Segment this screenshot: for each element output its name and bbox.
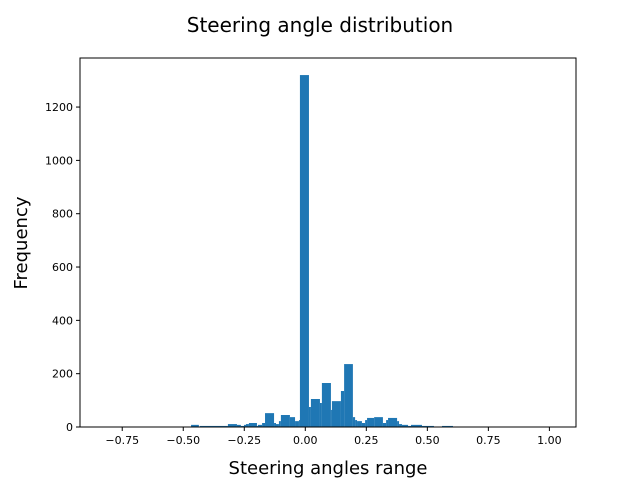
- histogram-bar: [386, 420, 389, 427]
- histogram-bar: [319, 403, 322, 427]
- histogram-bar: [441, 425, 453, 427]
- x-tick-label: −0.75: [105, 434, 139, 447]
- x-tick-label: 0.00: [293, 434, 318, 447]
- histogram-bar: [276, 424, 279, 427]
- histogram-bar: [352, 417, 356, 427]
- x-axis-ticks: −0.75 −0.50 −0.25 0.00 0.25 0.50 0.75 1.00: [105, 427, 562, 447]
- histogram-bar: [256, 425, 258, 427]
- x-axis-label: Steering angles range: [229, 458, 428, 479]
- histogram-bar: [410, 424, 422, 427]
- y-axis-ticks: 0 200 400 600 800 1000 1200: [45, 101, 80, 434]
- histogram-bar: [295, 421, 299, 427]
- plot-frame: [79, 57, 577, 428]
- histogram-bar: [191, 424, 199, 427]
- y-tick-label: 800: [52, 208, 73, 221]
- histogram-bar: [357, 421, 362, 427]
- y-tick-label: 0: [66, 421, 73, 434]
- x-tick-label: 1.00: [537, 434, 562, 447]
- x-tick-label: 0.50: [415, 434, 440, 447]
- histogram-bar: [321, 383, 331, 427]
- histogram-bar: [365, 420, 368, 427]
- histogram-bar: [257, 424, 263, 427]
- histogram-bar: [421, 425, 434, 427]
- histogram-bar: [280, 415, 290, 427]
- histogram-bar: [278, 421, 281, 427]
- histogram-bar: [340, 391, 345, 427]
- histogram-bar: [248, 423, 257, 427]
- histogram-bar: [344, 364, 353, 427]
- histogram-bar: [199, 425, 228, 427]
- histogram-bar: [399, 424, 402, 427]
- y-tick-label: 1000: [45, 154, 73, 167]
- y-axis-label: Frequency: [11, 196, 32, 289]
- histogram-bar: [397, 421, 400, 427]
- histogram-bar: [227, 424, 237, 427]
- histogram-bar: [245, 424, 249, 427]
- histogram-bar: [298, 420, 300, 427]
- histogram-bar: [367, 417, 375, 427]
- histogram-bar: [361, 423, 366, 427]
- histogram-bar: [330, 409, 332, 427]
- histogram-bar: [408, 425, 411, 427]
- histogram-bar: [382, 423, 387, 427]
- histogram-bar: [355, 420, 358, 427]
- x-tick-label: 0.25: [354, 434, 379, 447]
- chart-title: Steering angle distribution: [187, 13, 453, 37]
- histogram-bar: [262, 423, 266, 427]
- histogram-bar: [401, 424, 409, 427]
- histogram-bar: [265, 413, 275, 427]
- x-tick-label: −0.50: [166, 434, 200, 447]
- y-tick-label: 200: [52, 368, 73, 381]
- histogram-bar: [310, 399, 320, 427]
- y-tick-label: 1200: [45, 101, 73, 114]
- y-tick-label: 600: [52, 261, 73, 274]
- y-tick-label: 400: [52, 314, 73, 327]
- histogram-bar: [289, 417, 296, 427]
- histogram-bar: [308, 407, 311, 427]
- x-tick-label: 0.75: [476, 434, 501, 447]
- histogram-bar: [236, 424, 241, 427]
- x-tick-label: −0.25: [227, 434, 261, 447]
- histogram-bar: [331, 401, 341, 427]
- histogram-bar: [388, 417, 398, 427]
- histogram-bar: [374, 417, 383, 427]
- bars: [191, 75, 453, 427]
- histogram-bar: [244, 424, 246, 427]
- histogram-bar: [299, 75, 309, 427]
- histogram-bar: [274, 423, 277, 427]
- histogram-bar: [240, 425, 245, 427]
